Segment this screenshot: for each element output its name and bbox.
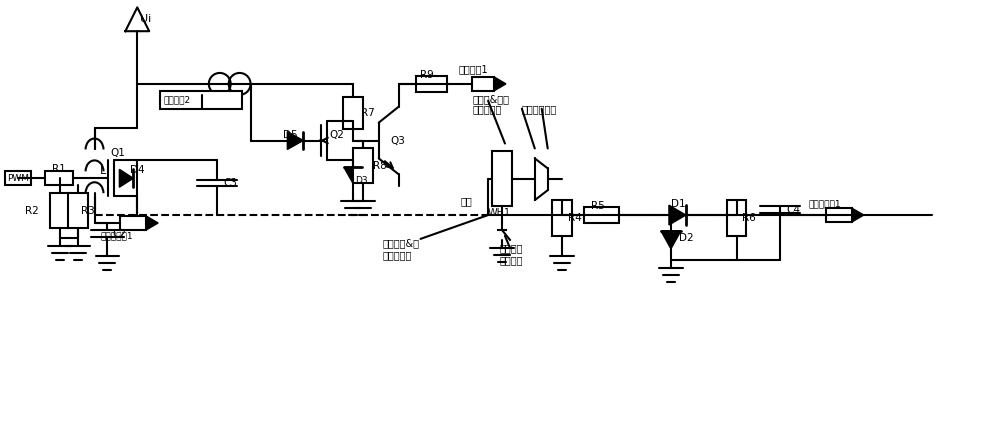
Text: 压电陶瓷片: 压电陶瓷片: [472, 104, 502, 114]
Bar: [68, 193, 88, 228]
Text: 金属片&正极: 金属片&正极: [472, 94, 509, 104]
Bar: [50, 193, 70, 228]
Text: 化正极触点: 化正极触点: [383, 250, 412, 260]
Text: D3: D3: [355, 176, 368, 185]
Polygon shape: [669, 205, 686, 225]
Text: C2: C2: [112, 229, 126, 239]
Text: C4: C4: [786, 205, 800, 215]
Polygon shape: [344, 168, 362, 183]
Text: Q1: Q1: [110, 148, 125, 159]
Polygon shape: [661, 231, 681, 249]
Text: PWM: PWM: [7, 174, 29, 183]
Text: L: L: [99, 166, 106, 177]
Text: R1: R1: [52, 164, 66, 174]
Text: R3: R3: [81, 206, 94, 216]
Bar: [552, 200, 572, 236]
Text: D5: D5: [283, 129, 298, 140]
Text: R5: R5: [591, 201, 605, 211]
Text: D1: D1: [671, 199, 686, 209]
Bar: [343, 97, 363, 129]
Bar: [826, 208, 852, 222]
Polygon shape: [494, 77, 506, 91]
Text: Q2: Q2: [329, 129, 344, 140]
Polygon shape: [146, 216, 158, 230]
Text: Q3: Q3: [391, 136, 406, 146]
Text: R4: R4: [568, 213, 581, 223]
Polygon shape: [119, 169, 133, 187]
Text: 电解负极: 电解负极: [500, 243, 524, 253]
Text: WH1: WH1: [488, 208, 511, 218]
Text: R2: R2: [25, 206, 39, 216]
Bar: [584, 207, 619, 223]
Bar: [5, 171, 31, 185]
Bar: [416, 76, 447, 92]
Text: 电流检测口1: 电流检测口1: [100, 232, 133, 241]
Text: 电压检测口1: 电压检测口1: [808, 200, 841, 209]
Bar: [472, 77, 494, 91]
Text: Ui: Ui: [140, 14, 151, 24]
Text: 开关触点: 开关触点: [500, 255, 524, 265]
Text: R7: R7: [361, 108, 375, 118]
Bar: [492, 151, 512, 206]
Text: R6: R6: [742, 213, 756, 223]
Text: 电解使能1: 电解使能1: [458, 64, 488, 74]
Polygon shape: [852, 208, 864, 222]
Text: R9: R9: [420, 70, 434, 80]
Text: D4: D4: [130, 165, 145, 175]
Bar: [727, 200, 746, 236]
Text: R8: R8: [373, 161, 387, 171]
Text: 电流检测2: 电流检测2: [163, 95, 190, 104]
Bar: [353, 148, 373, 183]
Bar: [160, 91, 242, 109]
Text: 溶液: 溶液: [460, 196, 472, 206]
Bar: [120, 216, 146, 230]
Text: C3: C3: [224, 178, 238, 188]
Bar: [45, 171, 73, 185]
Text: 负极压电陶瓷: 负极压电陶瓷: [522, 104, 557, 114]
Text: D2: D2: [679, 233, 694, 243]
Polygon shape: [287, 132, 303, 150]
Text: 电解正极&雾: 电解正极&雾: [383, 238, 420, 248]
